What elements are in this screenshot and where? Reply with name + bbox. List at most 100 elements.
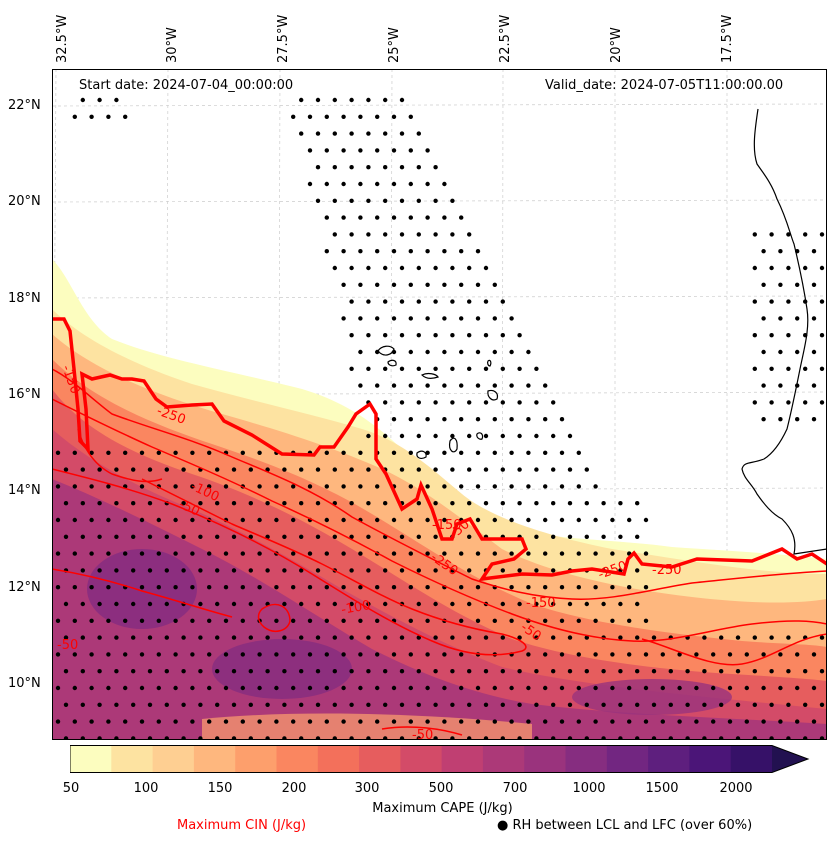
rh-dot: [358, 148, 363, 153]
rh-dot: [97, 97, 102, 103]
rh-dot: [341, 148, 346, 153]
rh-dot: [97, 669, 102, 674]
colorbar-cell: [606, 745, 649, 773]
rh-dot: [819, 333, 825, 338]
lat-label-16n: 16°N: [8, 387, 41, 402]
rh-dot: [89, 114, 94, 119]
contour-label-12: -50: [412, 728, 433, 740]
rh-dot: [593, 585, 598, 590]
rh-dot: [551, 467, 556, 472]
rh-dot: [618, 501, 623, 506]
rh-dot: [627, 685, 632, 691]
rh-dot: [559, 719, 565, 724]
rh-dot: [803, 669, 808, 674]
rh-dot: [492, 417, 497, 422]
rh-dot: [399, 131, 405, 136]
rh-dot: [89, 585, 94, 590]
rh-dot: [80, 97, 85, 103]
rh-dot: [131, 501, 136, 506]
rh-dot: [106, 551, 111, 556]
cape-south-band: [202, 713, 532, 740]
rh-dot: [467, 467, 472, 472]
rh-dot: [543, 450, 548, 455]
rh-dot: [147, 702, 153, 707]
rh-dot: [139, 517, 145, 523]
rh-dot: [483, 467, 489, 472]
rh-dot: [694, 652, 699, 657]
rh-dot: [643, 551, 649, 556]
rh-dot: [291, 551, 296, 556]
rh-dot: [761, 383, 766, 388]
rh-dot: [315, 702, 321, 707]
lat-label-22n: 22°N: [8, 98, 41, 113]
rh-dot: [651, 635, 657, 640]
rh-dot: [299, 501, 304, 506]
rh-dot: [341, 585, 346, 590]
rh-dot: [433, 198, 438, 203]
rh-dot: [492, 484, 497, 489]
rh-dot: [97, 467, 102, 472]
rh-dot: [475, 719, 481, 724]
rh-dot: [635, 635, 640, 640]
rh-dot: [341, 215, 346, 220]
lon-label-30w: 30°W: [165, 27, 180, 63]
rh-dot: [803, 366, 808, 371]
rh-dot: [492, 517, 497, 523]
rh-dot: [282, 635, 287, 640]
rh-dot: [147, 501, 153, 506]
rh-dot: [123, 450, 128, 455]
rh-dot: [257, 585, 262, 590]
rh-dot: [223, 484, 229, 489]
rh-dot: [442, 383, 447, 388]
rh-dot: [366, 467, 371, 472]
rh-dot: [291, 517, 296, 523]
rh-dot: [483, 400, 489, 405]
rh-dot: [467, 669, 472, 674]
rh-dot: [240, 450, 245, 455]
rh-dot: [181, 669, 186, 674]
rh-dot: [408, 417, 413, 422]
rh-dot: [761, 652, 766, 657]
rh-dot: [123, 685, 128, 691]
rh-dot: [139, 585, 145, 590]
rh-dot: [299, 669, 304, 674]
rh-dot: [181, 568, 186, 573]
rh-dot: [324, 215, 329, 220]
rh-dot: [366, 433, 371, 439]
rh-dot: [433, 568, 438, 573]
rh-dot: [399, 232, 405, 237]
rh-dot: [207, 652, 212, 657]
rh-dot: [315, 97, 321, 103]
rh-dot: [63, 534, 69, 539]
rh-dot: [543, 652, 548, 657]
rh-dot: [450, 265, 455, 271]
rh-dot: [677, 719, 682, 724]
rh-dot: [408, 282, 413, 287]
rh-dot: [442, 215, 447, 220]
rh-dot: [139, 450, 145, 455]
rh-dot: [72, 517, 77, 523]
lon-label-25w: 25°W: [387, 27, 402, 63]
rh-dot: [795, 685, 800, 691]
rh-dot: [425, 181, 430, 187]
rh-dot: [139, 719, 145, 724]
rh-dot: [366, 501, 371, 506]
rh-dot: [164, 669, 169, 674]
cin-contours: [52, 317, 827, 736]
rh-dot: [711, 652, 716, 657]
rh-dot: [450, 467, 455, 472]
rh-dot: [433, 534, 438, 539]
rh-dot: [475, 585, 481, 590]
rh-dot: [358, 383, 363, 388]
rh-dot: [366, 702, 371, 707]
rh-dot: [408, 215, 413, 220]
rh-dot: [618, 669, 623, 674]
rh-dot: [55, 484, 61, 489]
rh-dot: [123, 618, 128, 623]
rh-dot: [459, 652, 464, 657]
rh-dot: [643, 585, 649, 590]
rh-dot: [181, 467, 186, 472]
rh-dot: [198, 601, 203, 607]
rh-dot: [677, 685, 682, 691]
lat-label-10n: 10°N: [8, 676, 41, 691]
